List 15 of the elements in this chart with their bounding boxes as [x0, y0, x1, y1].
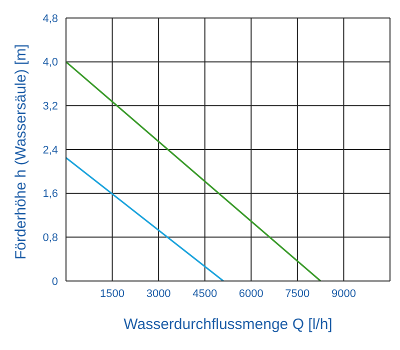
y-tick-label: 0 [52, 276, 58, 288]
x-tick-label: 6000 [238, 288, 264, 300]
y-tick-label: 4,8 [42, 12, 58, 25]
x-tick-label: 9000 [331, 288, 356, 300]
x-axis-title: Wasserdurchflussmenge Q [l/h] [124, 316, 332, 333]
x-tick-label: 3000 [146, 288, 171, 300]
y-tick-label: 3,2 [42, 100, 58, 113]
y-tick-label: 0,8 [42, 232, 58, 244]
y-tick-label: 1,6 [42, 188, 58, 200]
x-tick-label: 1500 [100, 288, 125, 300]
x-tick-label: 7500 [285, 288, 310, 300]
y-axis-title: Förderhöhe h (Wassersäule) [m] [12, 44, 30, 260]
y-tick-label: 4,0 [42, 56, 58, 69]
x-tick-label: 4500 [192, 288, 218, 300]
y-tick-label: 2,4 [42, 144, 58, 156]
